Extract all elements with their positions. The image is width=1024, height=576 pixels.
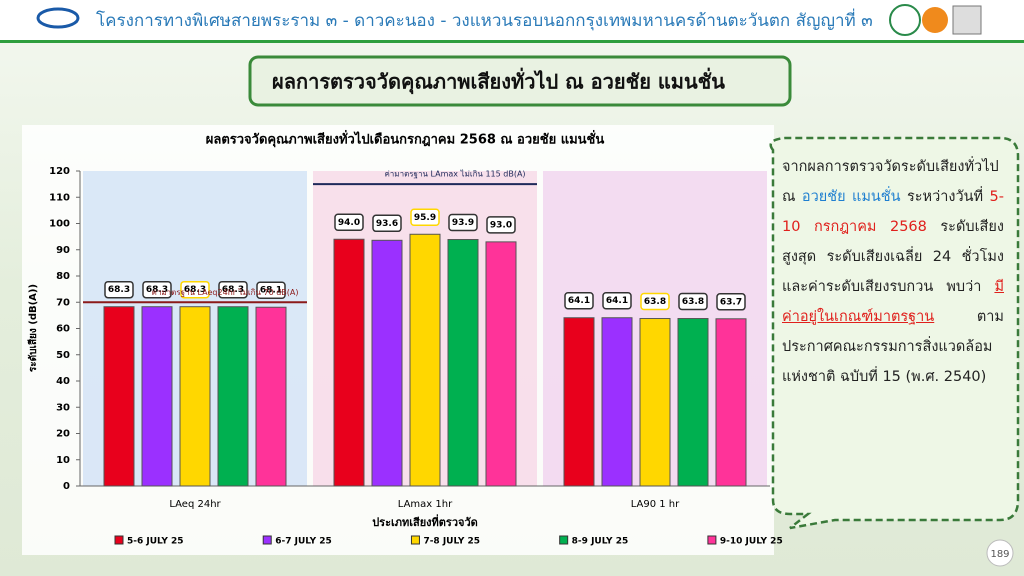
bar bbox=[333, 238, 365, 487]
legend-label: 7-8 JULY 25 bbox=[423, 537, 480, 547]
value-label: 94.0 bbox=[338, 218, 360, 228]
value-label-box bbox=[716, 293, 746, 311]
bar bbox=[217, 306, 249, 487]
page-number: 189 bbox=[990, 549, 1009, 560]
callout-part: 5-10 กรกฎาคม 2568 bbox=[782, 189, 1004, 235]
value-label-box bbox=[410, 208, 440, 227]
logo bbox=[922, 7, 948, 33]
bar bbox=[179, 306, 211, 487]
callout-text: จากผลการตรวจวัดระดับเสียงทั่วไป ณ อวยชัย… bbox=[782, 152, 1004, 392]
value-label: 93.6 bbox=[376, 219, 398, 229]
header-rule bbox=[0, 40, 1024, 43]
value-label-box bbox=[602, 291, 632, 310]
legend-swatch bbox=[559, 535, 569, 545]
value-label: 68.3 bbox=[222, 285, 244, 295]
value-label-box bbox=[448, 213, 478, 232]
value-label: 68.3 bbox=[108, 285, 130, 295]
y-axis-label: ระดับเสียง (dB(A)) bbox=[27, 284, 39, 372]
y-tick-label: 90 bbox=[56, 245, 70, 256]
x-axis-label: ประเภทเสียงที่ตรวจวัด bbox=[372, 514, 478, 529]
legend-label: 5-6 JULY 25 bbox=[127, 537, 184, 547]
value-label: 64.1 bbox=[568, 296, 590, 306]
bar bbox=[677, 318, 709, 487]
reference-label: ค่ามาตรฐาน LAeq24hr ไม่เกิน 70 dB(A) bbox=[152, 288, 299, 297]
bar bbox=[447, 239, 479, 487]
value-label: 93.9 bbox=[452, 218, 474, 228]
value-label: 63.7 bbox=[720, 297, 742, 307]
logo bbox=[36, 7, 80, 29]
page-badge bbox=[986, 539, 1014, 567]
value-label-box bbox=[334, 213, 364, 231]
value-label-box bbox=[218, 280, 248, 299]
legend-swatch bbox=[262, 535, 272, 545]
y-tick-label: 10 bbox=[56, 455, 70, 466]
callout-bubble bbox=[769, 136, 1020, 530]
bar bbox=[601, 317, 633, 487]
header-bar bbox=[0, 0, 1024, 40]
value-label-box bbox=[256, 281, 286, 299]
legend-swatch bbox=[410, 535, 420, 545]
value-label: 64.1 bbox=[606, 296, 628, 306]
y-tick-label: 60 bbox=[56, 324, 70, 335]
x-tick-label: LA90 1 hr bbox=[631, 499, 680, 510]
logo bbox=[952, 5, 982, 35]
callout-part: จากผลการตรวจวัดระดับเสียงทั่วไป ณ bbox=[782, 159, 999, 205]
reference-label: ค่ามาตรฐาน LAmax ไม่เกิน 115 dB(A) bbox=[384, 170, 525, 179]
bar bbox=[255, 306, 287, 487]
callout-part: ระดับเสียงสูงสุด ระดับเสียงเฉลี่ย 24 ชั่… bbox=[782, 219, 1004, 295]
bar bbox=[103, 306, 135, 487]
y-tick-label: 70 bbox=[56, 297, 70, 308]
value-label: 68.1 bbox=[260, 286, 282, 296]
value-label-box bbox=[564, 291, 594, 310]
value-label: 68.3 bbox=[146, 285, 168, 295]
y-tick-label: 20 bbox=[56, 429, 70, 440]
header-title: โครงการทางพิเศษสายพระราม ๓ - ดาวคะนอง - … bbox=[96, 8, 873, 31]
x-tick-label: LAeq 24hr bbox=[169, 499, 221, 510]
legend-label: 8-9 JULY 25 bbox=[572, 537, 629, 547]
legend-swatch bbox=[114, 535, 124, 545]
value-label-box bbox=[640, 292, 670, 311]
value-label-box bbox=[180, 280, 210, 299]
value-label: 95.9 bbox=[414, 213, 436, 223]
y-tick-label: 110 bbox=[49, 192, 70, 203]
callout-part: มีค่าอยู่ในเกณฑ์มาตรฐาน bbox=[782, 279, 1004, 325]
value-label-box bbox=[486, 216, 516, 234]
callout-part: อวยชัย แมนชั่น bbox=[801, 189, 901, 205]
value-label: 68.3 bbox=[184, 285, 206, 295]
x-tick-label: LAmax 1hr bbox=[398, 499, 453, 510]
legend-label: 9-10 JULY 25 bbox=[720, 537, 783, 547]
value-label-box bbox=[372, 214, 402, 233]
callout-part: ตามประกาศคณะกรรมการสิ่งแวดล้อมแห่งชาติ ฉ… bbox=[782, 309, 1004, 385]
value-label: 63.8 bbox=[644, 297, 666, 307]
y-tick-label: 30 bbox=[56, 402, 70, 413]
bar bbox=[715, 318, 747, 487]
bar bbox=[409, 233, 441, 487]
bar bbox=[639, 318, 671, 487]
bar bbox=[141, 306, 173, 487]
y-tick-label: 0 bbox=[63, 481, 70, 492]
y-tick-label: 100 bbox=[49, 219, 70, 230]
banner bbox=[248, 55, 792, 107]
value-label: 63.8 bbox=[682, 297, 704, 307]
y-tick-label: 50 bbox=[56, 350, 70, 361]
value-label: 93.0 bbox=[490, 220, 512, 230]
legend-label: 6-7 JULY 25 bbox=[275, 537, 332, 547]
callout-part: ระหว่างวันที่ bbox=[900, 189, 990, 205]
y-tick-label: 80 bbox=[56, 271, 70, 282]
bar bbox=[563, 317, 595, 487]
y-tick-label: 120 bbox=[49, 166, 70, 177]
bar bbox=[485, 241, 517, 487]
value-label-box bbox=[142, 280, 172, 299]
logo bbox=[889, 4, 921, 36]
value-label-box bbox=[678, 292, 708, 311]
legend-swatch bbox=[707, 535, 717, 545]
banner-title: ผลการตรวจวัดคุณภาพเสียงทั่วไป ณ อวยชัย แ… bbox=[272, 67, 725, 95]
chart-title: ผลตรวจวัดคุณภาพเสียงทั่วไปเดือนกรกฎาคม 2… bbox=[206, 130, 605, 148]
bar bbox=[371, 239, 403, 487]
y-tick-label: 40 bbox=[56, 376, 70, 387]
value-label-box bbox=[104, 280, 134, 299]
